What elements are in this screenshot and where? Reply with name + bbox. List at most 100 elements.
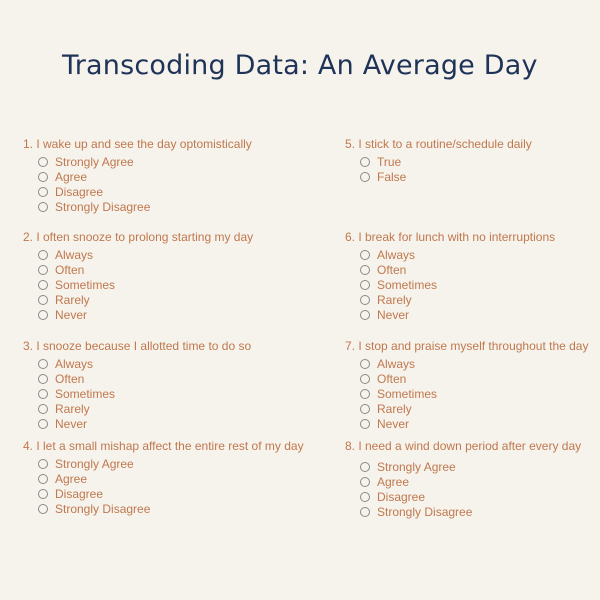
option[interactable]: Never xyxy=(38,307,253,322)
radio-button[interactable] xyxy=(360,506,370,517)
option[interactable]: Rarely xyxy=(38,401,251,416)
option[interactable]: Sometimes xyxy=(360,386,588,401)
radio-button[interactable] xyxy=(360,476,370,487)
radio-button[interactable] xyxy=(38,264,48,275)
option-label: True xyxy=(377,154,402,169)
question-3: 3. I snooze because I allotted time to d… xyxy=(23,339,251,431)
question-2-options: Always Often Sometimes Rarely Never xyxy=(23,247,253,322)
option-label: Always xyxy=(377,356,416,371)
option[interactable]: Agree xyxy=(38,169,252,184)
option-label: Rarely xyxy=(377,292,412,307)
option[interactable]: Disagree xyxy=(360,489,581,504)
question-4-text: 4. I let a small mishap affect the entir… xyxy=(23,439,304,453)
option-label: Often xyxy=(377,371,407,386)
option[interactable]: Never xyxy=(38,416,251,431)
option[interactable]: Strongly Disagree xyxy=(360,504,581,519)
option-label: Disagree xyxy=(55,184,104,199)
option-label: Never xyxy=(55,307,88,322)
option[interactable]: Disagree xyxy=(38,486,304,501)
radio-button[interactable] xyxy=(360,388,370,399)
option-label: Strongly Disagree xyxy=(55,501,151,516)
radio-button[interactable] xyxy=(38,458,48,469)
radio-button[interactable] xyxy=(38,358,48,369)
radio-button[interactable] xyxy=(38,249,48,260)
radio-button[interactable] xyxy=(360,279,370,290)
radio-button[interactable] xyxy=(360,461,370,472)
option[interactable]: Rarely xyxy=(38,292,253,307)
radio-button[interactable] xyxy=(360,171,370,182)
option[interactable]: Often xyxy=(360,371,588,386)
option-label: Never xyxy=(377,416,410,431)
option-label: Often xyxy=(55,262,85,277)
option[interactable]: Always xyxy=(360,247,555,262)
option[interactable]: Strongly Agree xyxy=(38,456,304,471)
option[interactable]: Strongly Agree xyxy=(360,459,581,474)
option[interactable]: Strongly Disagree xyxy=(38,199,252,214)
option[interactable]: Often xyxy=(38,371,251,386)
radio-button[interactable] xyxy=(38,279,48,290)
option[interactable]: Sometimes xyxy=(38,277,253,292)
option[interactable]: False xyxy=(360,169,532,184)
page-title: Transcoding Data: An Average Day xyxy=(62,50,538,81)
question-7-options: Always Often Sometimes Rarely Never xyxy=(345,356,588,431)
option-label: Strongly Disagree xyxy=(55,199,151,214)
option-label: Agree xyxy=(55,169,88,184)
option-label: Often xyxy=(55,371,85,386)
option-label: Agree xyxy=(377,474,410,489)
radio-button[interactable] xyxy=(38,186,48,197)
radio-button[interactable] xyxy=(38,156,48,167)
radio-button[interactable] xyxy=(38,418,48,429)
option[interactable]: Always xyxy=(360,356,588,371)
option[interactable]: Rarely xyxy=(360,292,555,307)
radio-button[interactable] xyxy=(38,388,48,399)
option[interactable]: Agree xyxy=(360,474,581,489)
question-5-text: 5. I stick to a routine/schedule daily xyxy=(345,137,532,151)
option[interactable]: Sometimes xyxy=(38,386,251,401)
radio-button[interactable] xyxy=(38,403,48,414)
option-label: Strongly Agree xyxy=(55,154,134,169)
radio-button[interactable] xyxy=(38,473,48,484)
option[interactable]: Never xyxy=(360,416,588,431)
option-label: Often xyxy=(377,262,407,277)
question-1: 1. I wake up and see the day optomistica… xyxy=(23,137,252,214)
radio-button[interactable] xyxy=(360,403,370,414)
option[interactable]: Often xyxy=(360,262,555,277)
radio-button[interactable] xyxy=(360,294,370,305)
question-6: 6. I break for lunch with no interruptio… xyxy=(345,230,555,322)
question-5: 5. I stick to a routine/schedule daily T… xyxy=(345,137,532,184)
radio-button[interactable] xyxy=(360,373,370,384)
radio-button[interactable] xyxy=(360,491,370,502)
radio-button[interactable] xyxy=(360,249,370,260)
radio-button[interactable] xyxy=(38,294,48,305)
radio-button[interactable] xyxy=(38,503,48,514)
radio-button[interactable] xyxy=(360,264,370,275)
option[interactable]: Agree xyxy=(38,471,304,486)
option[interactable]: Often xyxy=(38,262,253,277)
option[interactable]: Strongly Agree xyxy=(38,154,252,169)
option[interactable]: Disagree xyxy=(38,184,252,199)
radio-button[interactable] xyxy=(38,488,48,499)
option[interactable]: Never xyxy=(360,307,555,322)
radio-button[interactable] xyxy=(38,201,48,212)
option[interactable]: Rarely xyxy=(360,401,588,416)
option[interactable]: Always xyxy=(38,247,253,262)
option-label: Never xyxy=(55,416,88,431)
option-label: Disagree xyxy=(377,489,426,504)
option[interactable]: Strongly Disagree xyxy=(38,501,304,516)
radio-button[interactable] xyxy=(360,358,370,369)
option-label: Agree xyxy=(55,471,88,486)
question-4-options: Strongly Agree Agree Disagree Strongly D… xyxy=(23,456,304,516)
radio-button[interactable] xyxy=(38,171,48,182)
radio-button[interactable] xyxy=(38,373,48,384)
option-label: Sometimes xyxy=(377,277,438,292)
option[interactable]: Always xyxy=(38,356,251,371)
option-label: Rarely xyxy=(55,292,90,307)
radio-button[interactable] xyxy=(360,309,370,320)
radio-button[interactable] xyxy=(360,156,370,167)
option[interactable]: True xyxy=(360,154,532,169)
option[interactable]: Sometimes xyxy=(360,277,555,292)
radio-button[interactable] xyxy=(38,309,48,320)
radio-button[interactable] xyxy=(360,418,370,429)
question-7-text: 7. I stop and praise myself throughout t… xyxy=(345,339,589,353)
option-label: Always xyxy=(55,356,94,371)
